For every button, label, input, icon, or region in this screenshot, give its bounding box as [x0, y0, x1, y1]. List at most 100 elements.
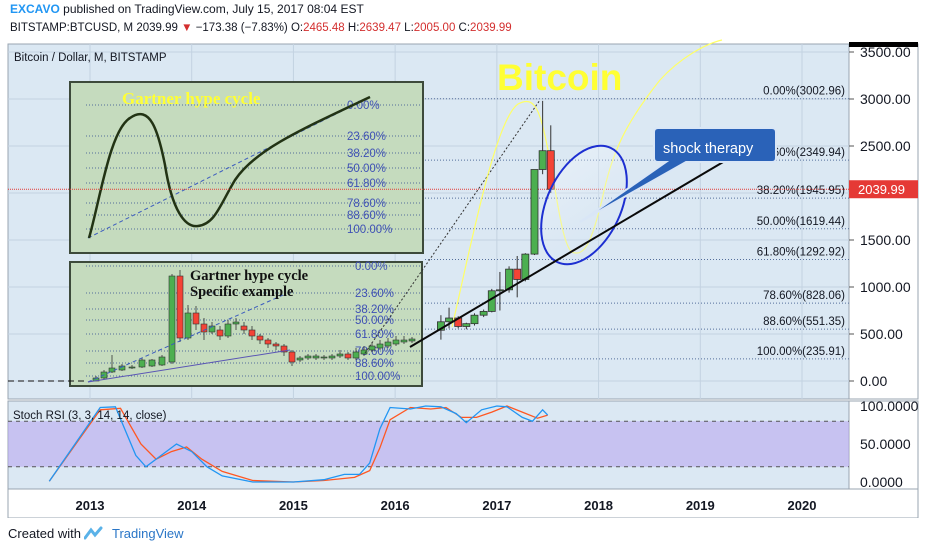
- chart-area[interactable]: 0.00%(3002.96) 23.60%(2349.94) 38.20%(1945…: [0, 0, 932, 518]
- inset-candle-body: [288, 351, 296, 363]
- symbol-label[interactable]: BITSTAMP:BTCUSD, M: [10, 22, 134, 34]
- inset-fib-label: 23.60%: [355, 288, 394, 300]
- candle-body: [521, 253, 530, 280]
- fib-level-label: 50.00%(1619.44): [757, 216, 845, 228]
- inset-candle-body: [304, 355, 312, 359]
- candle-body: [445, 317, 453, 323]
- inset-candle-body: [200, 323, 208, 333]
- candle-body: [513, 268, 522, 280]
- inset-fib-label: 61.80%: [355, 329, 394, 341]
- stoch-rsi-axis[interactable]: [848, 400, 919, 490]
- inset-fib-label: 23.60%: [347, 131, 386, 143]
- candle-body: [505, 268, 513, 291]
- stoch-rsi-tick-label: 0.0000: [860, 474, 903, 490]
- callout-bubble: [579, 127, 777, 223]
- fib-level-label: 78.60%(828.06): [763, 290, 845, 302]
- time-tick-label: 2018: [584, 498, 613, 513]
- fib-retracement: 0.00%(3002.96) 23.60%(2349.94) 38.20%(1945…: [425, 86, 849, 360]
- inset-candle-body: [376, 343, 384, 349]
- inset-candle-body: [148, 359, 156, 367]
- fib-level-label: 0.00%(3002.96): [763, 86, 845, 98]
- inset-candle-body: [224, 323, 232, 337]
- time-tick-label: 2015: [279, 498, 308, 513]
- inset-candle-body: [296, 357, 304, 361]
- inset-candle-body: [336, 353, 344, 357]
- time-tick-label: 2014: [177, 498, 207, 513]
- bitcoin-annotation: Bitcoin: [497, 57, 622, 98]
- inset-fib-label: 88.60%: [355, 358, 394, 370]
- inset-candle-body: [232, 321, 240, 325]
- inset-fib-label: 78.60%: [347, 198, 386, 210]
- fib-level-label: 61.80%(1292.92): [757, 246, 845, 258]
- time-tick-label: 2016: [381, 498, 410, 513]
- candle-body: [496, 289, 504, 292]
- footer: Created with TradingView: [0, 518, 932, 550]
- candle-body: [470, 314, 479, 325]
- stoch-rsi-tick-label: 50.0000: [860, 436, 911, 452]
- time-tick-label: 2020: [788, 498, 817, 513]
- fib-level-label: 88.60%(551.35): [763, 316, 845, 328]
- inset-candle-body: [352, 351, 360, 359]
- fib-level-label: 38.20%(1945.95): [757, 185, 845, 197]
- inset-fib-label: 50.00%: [355, 315, 394, 327]
- support-trend-line: [409, 154, 736, 348]
- fib-level-label: 23.60%(2349.94): [757, 147, 845, 159]
- inset-candle-body: [176, 275, 184, 339]
- created-with-text: Created with: [8, 526, 81, 541]
- price-tick-label: 3000.00: [860, 91, 911, 107]
- inset-hype-cycle: Gartner hype cycle 0.00%23.60%38.20%50.0…: [69, 81, 424, 254]
- candle-body: [530, 169, 539, 255]
- stoch-rsi-title: Stoch RSI (3, 3, 14, 14, close): [13, 410, 167, 422]
- price-change: −173.38 (−7.83%): [195, 22, 288, 34]
- inset-candle-body: [280, 345, 288, 353]
- last-price-tag: 2039.99: [849, 180, 918, 199]
- inset-candle-body: [168, 275, 176, 363]
- last-price-tag-label: 2039.99: [858, 182, 905, 197]
- inset-fib-label: 78.60%: [355, 346, 394, 358]
- inset-candle-body: [118, 365, 126, 371]
- time-tick-label: 2019: [686, 498, 715, 513]
- inset-candle-body: [344, 353, 352, 359]
- inset-specific-example: 0.00% 23.60% 38.20%50.00% 61.80% 78.60%88.60…: [69, 261, 423, 387]
- time-tick-label: 2017: [482, 498, 511, 513]
- price-axis[interactable]: [848, 43, 919, 400]
- inset-candle-body: [264, 339, 272, 345]
- inset-candle-body: [184, 312, 192, 339]
- inset-candle-body: [138, 359, 146, 368]
- candle-body: [462, 323, 471, 327]
- low-label: L:: [404, 22, 414, 34]
- inset-hype-cycle-title: Gartner hype cycle: [122, 89, 261, 108]
- tradingview-logo-icon: [84, 526, 103, 540]
- author-link[interactable]: EXCAVO: [10, 2, 60, 16]
- price-tick-label: 1500.00: [860, 232, 911, 248]
- shock-therapy-ellipse: [540, 144, 628, 266]
- inset-fib-label: 100.00%: [347, 224, 392, 236]
- price-tick-label: 1000.00: [860, 279, 911, 295]
- price-tick-label: 2500.00: [860, 138, 911, 154]
- inset-fib-label: 88.60%: [347, 210, 386, 222]
- inset-example-title-2: Specific example: [190, 284, 294, 300]
- price-tick-label: 500.00: [860, 326, 903, 342]
- tradingview-brand-link[interactable]: TradingView: [112, 526, 184, 541]
- hype-cycle-curve: [87, 95, 371, 239]
- inset-candle-body: [384, 341, 392, 347]
- price-candles: [437, 100, 555, 340]
- inset-candle-body: [368, 345, 376, 351]
- shock-therapy-callout[interactable]: shock therapy: [579, 127, 777, 223]
- inset-fib-label: 38.20%: [355, 304, 394, 316]
- inset-example-trend-lower: [87, 349, 291, 383]
- time-tick-labels: 2013 2014 2015 2016 2017 2018 2019 2020: [76, 498, 817, 513]
- price-tick-label: 0.00: [860, 373, 887, 389]
- inset-candle-body: [328, 355, 336, 359]
- stoch-rsi-tick-label: 100.0000: [860, 398, 919, 414]
- axis-top-marker: [849, 42, 918, 47]
- symbol-info-bar: BITSTAMP:BTCUSD, M 2039.99 ▼ −173.38 (−7…: [0, 19, 932, 37]
- inset-candle-body: [400, 339, 408, 343]
- inset-candle-body: [208, 325, 216, 333]
- inset-candle-body: [192, 312, 200, 325]
- callout-text: shock therapy: [663, 141, 754, 157]
- inset-fib-label: 61.80%: [347, 178, 386, 190]
- open-label: O:: [290, 22, 304, 34]
- time-axis[interactable]: [7, 488, 919, 518]
- stoch-rsi-band: [8, 421, 849, 467]
